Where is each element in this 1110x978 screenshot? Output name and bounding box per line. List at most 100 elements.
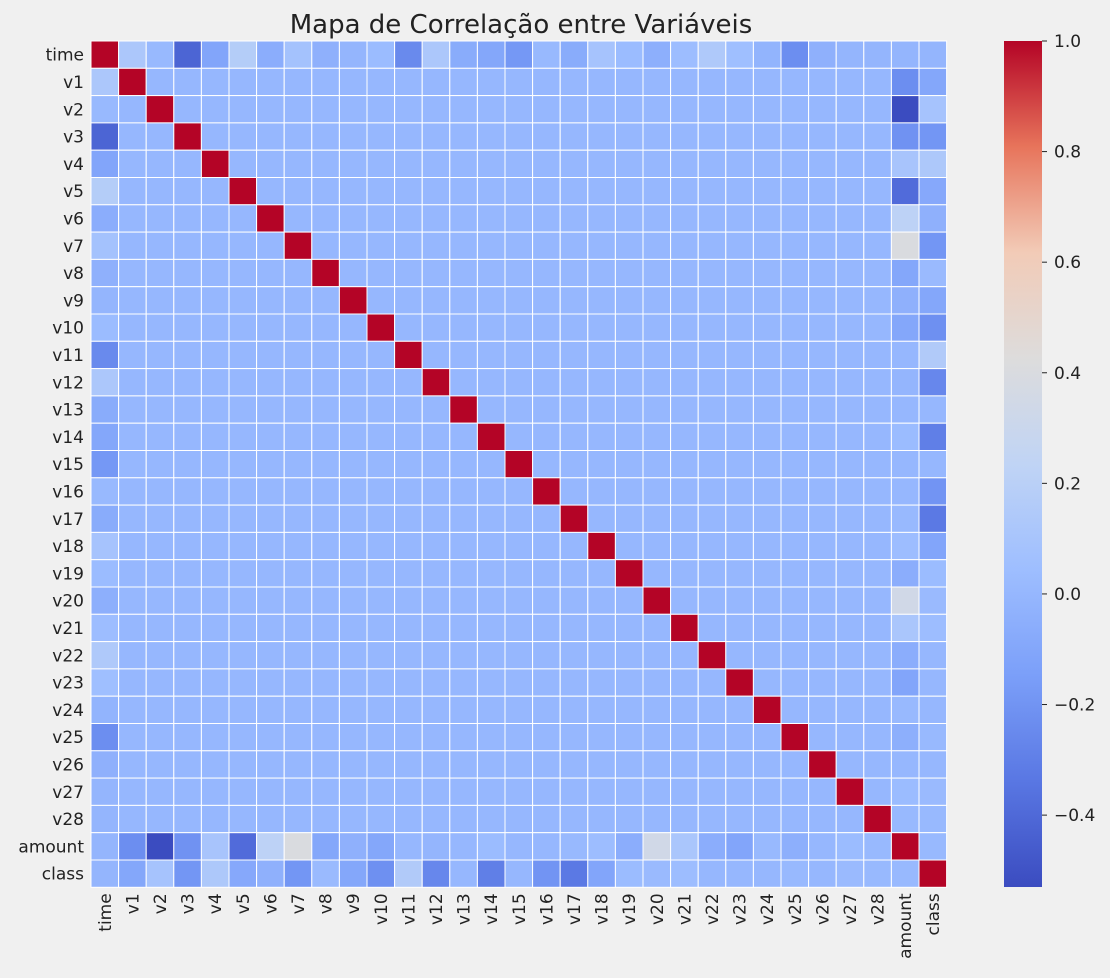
heatmap-cell-v17-v6 xyxy=(256,504,285,533)
heatmap-cell-v20-v13 xyxy=(449,586,478,615)
heatmap-cell-v26-v2 xyxy=(145,750,175,779)
heatmap-cell-v10-v3 xyxy=(173,313,202,342)
heatmap-cell-v9-v14 xyxy=(476,286,506,315)
heatmap-cell-v26-v18 xyxy=(587,750,616,779)
heatmap-cell-v7-v12 xyxy=(421,231,451,260)
heatmap-cell-v12-v4 xyxy=(200,368,230,397)
heatmap-cell-v8-v13 xyxy=(449,258,478,288)
heatmap-cell-v3-v10 xyxy=(366,122,396,151)
heatmap-cell-v6-v5 xyxy=(228,204,258,233)
heatmap-cell-v28-v22 xyxy=(697,804,727,834)
heatmap-cell-v10-v28 xyxy=(863,313,892,342)
heatmap-cell-v23-v13 xyxy=(449,668,478,697)
heatmap-cell-v10-v23 xyxy=(725,313,754,342)
heatmap-cell-v28-v21 xyxy=(670,804,699,834)
heatmap-cell-v20-v24 xyxy=(752,586,782,615)
heatmap-cell-v25-v22 xyxy=(697,723,727,752)
column-label-v18: v18 xyxy=(593,893,613,925)
column-label-v13: v13 xyxy=(455,893,475,925)
heatmap-cell-class-time xyxy=(90,859,120,888)
heatmap-cell-v15-v26 xyxy=(808,450,837,479)
heatmap-cell-amount-v23 xyxy=(725,832,754,861)
column-label-v10: v10 xyxy=(372,893,392,925)
heatmap-cell-v16-v25 xyxy=(780,477,810,506)
heatmap-cell-v25-v3 xyxy=(173,723,202,752)
heatmap-cell-v9-v7 xyxy=(283,286,313,315)
heatmap-cell-v23-v28 xyxy=(863,668,892,697)
row-label-v25: v25 xyxy=(52,728,84,748)
heatmap-cell-v13-v10 xyxy=(366,395,396,424)
heatmap-cell-v12-v22 xyxy=(697,368,727,397)
heatmap-cell-v6-v27 xyxy=(835,204,865,233)
heatmap-cell-v11-v21 xyxy=(670,340,699,370)
heatmap-cell-v17-v9 xyxy=(338,504,368,533)
heatmap-cell-v23-v19 xyxy=(614,668,644,697)
heatmap-cell-v19-class xyxy=(918,559,948,588)
heatmap-cell-v15-v20 xyxy=(642,450,672,479)
heatmap-cell-time-class xyxy=(918,40,948,69)
heatmap-cell-v20-time xyxy=(90,586,120,615)
column-label-v11: v11 xyxy=(399,893,419,925)
heatmap-cell-v16-v19 xyxy=(614,477,644,506)
heatmap-cell-v7-v18 xyxy=(587,231,616,260)
heatmap-cell-v20-v14 xyxy=(476,586,506,615)
heatmap-cell-v13-v20 xyxy=(642,395,672,424)
heatmap-cell-v12-v12 xyxy=(421,368,451,397)
heatmap-cell-v11-v11 xyxy=(394,340,423,370)
heatmap-cell-v11-v8 xyxy=(311,340,340,370)
heatmap-cell-v3-v12 xyxy=(421,122,451,151)
heatmap-cell-v13-v27 xyxy=(835,395,865,424)
heatmap-cell-v23-v18 xyxy=(587,668,616,697)
heatmap-cell-class-v6 xyxy=(256,859,285,888)
heatmap-cell-v21-v25 xyxy=(780,613,810,643)
colorbar-tick-label: −0.2 xyxy=(1054,696,1095,716)
heatmap-cell-v5-v19 xyxy=(614,177,644,206)
heatmap-cell-v14-v1 xyxy=(118,422,147,452)
heatmap-cell-v7-v3 xyxy=(173,231,202,260)
heatmap-cell-v13-v17 xyxy=(559,395,589,424)
heatmap-cell-v15-v9 xyxy=(338,450,368,479)
heatmap-cell-v18-v13 xyxy=(449,531,478,561)
heatmap-cell-class-v13 xyxy=(449,859,478,888)
heatmap-cell-v4-v5 xyxy=(228,149,258,178)
heatmap-cell-v8-v14 xyxy=(476,258,506,288)
heatmap-cell-v20-v2 xyxy=(145,586,175,615)
heatmap-cell-v16-v2 xyxy=(145,477,175,506)
heatmap-cell-v15-v6 xyxy=(256,450,285,479)
heatmap-cell-time-v24 xyxy=(752,40,782,69)
heatmap-cell-amount-v25 xyxy=(780,832,810,861)
heatmap-cell-v17-v1 xyxy=(118,504,147,533)
heatmap-cell-v3-v4 xyxy=(200,122,230,151)
heatmap-cell-v22-v8 xyxy=(311,641,340,670)
heatmap-cell-v17-v18 xyxy=(587,504,616,533)
heatmap-cell-v22-v27 xyxy=(835,641,865,670)
heatmap-cell-v1-v22 xyxy=(697,67,727,97)
heatmap-cell-v24-v10 xyxy=(366,695,396,725)
heatmap-cell-class-v24 xyxy=(752,859,782,888)
heatmap-cell-v20-v1 xyxy=(118,586,147,615)
heatmap-cell-v14-v20 xyxy=(642,422,672,452)
heatmap-cell-v7-v17 xyxy=(559,231,589,260)
heatmap-cells xyxy=(90,40,948,888)
heatmap-cell-v22-v28 xyxy=(863,641,892,670)
heatmap-cell-v11-v6 xyxy=(256,340,285,370)
heatmap-cell-v3-v3 xyxy=(173,122,202,151)
heatmap-cell-v12-v25 xyxy=(780,368,810,397)
heatmap-cell-class-v25 xyxy=(780,859,810,888)
heatmap-cell-v6-v11 xyxy=(394,204,423,233)
heatmap-cell-v17-v13 xyxy=(449,504,478,533)
heatmap-cell-v25-v23 xyxy=(725,723,754,752)
heatmap-cell-v27-v9 xyxy=(338,777,368,806)
heatmap-cell-v4-v25 xyxy=(780,149,810,178)
heatmap-cell-v19-v13 xyxy=(449,559,478,588)
heatmap-cell-v10-v8 xyxy=(311,313,340,342)
heatmap-cell-v12-v24 xyxy=(752,368,782,397)
heatmap-cell-time-v15 xyxy=(504,40,534,69)
heatmap-cell-v17-v19 xyxy=(614,504,644,533)
heatmap-cell-v14-v27 xyxy=(835,422,865,452)
heatmap-cell-class-v16 xyxy=(532,859,561,888)
heatmap-cell-v8-amount xyxy=(890,258,920,288)
heatmap-cell-v4-v15 xyxy=(504,149,534,178)
heatmap-cell-v23-v22 xyxy=(697,668,727,697)
heatmap-cell-v6-v15 xyxy=(504,204,534,233)
